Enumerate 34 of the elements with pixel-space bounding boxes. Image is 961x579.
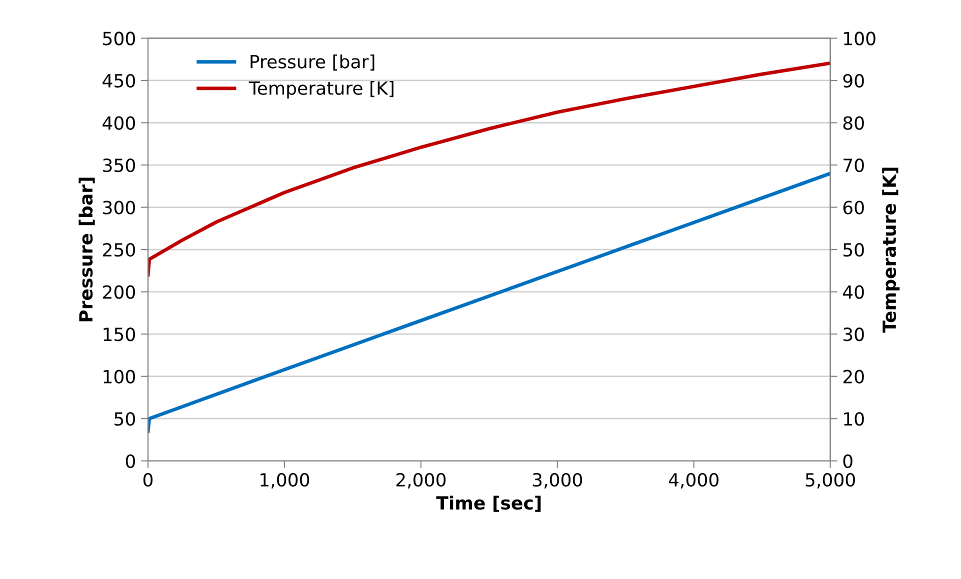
y-tick-label: 0 xyxy=(126,454,135,468)
y-tick-label: 300 xyxy=(103,200,135,214)
y2-tick-label: 80 xyxy=(843,116,864,130)
x-tick-label: 5,000 xyxy=(806,473,855,489)
y2-tick-label: 70 xyxy=(844,158,864,172)
y-axis-title: Pressure [bar] xyxy=(78,178,95,322)
x-tick-label: 0 xyxy=(143,473,153,487)
y-tick-label: 200 xyxy=(103,285,135,299)
x-axis-title: Time [sec] xyxy=(436,496,541,512)
y-tick-label: 350 xyxy=(103,158,135,172)
x-tick-label: 3,000 xyxy=(532,473,582,489)
y-tick-label: 250 xyxy=(103,243,135,257)
y2-tick-label: 30 xyxy=(843,328,864,342)
y2-tick-label: 60 xyxy=(843,200,864,214)
y2-tick-label: 100 xyxy=(844,32,876,46)
y2-tick-label: 40 xyxy=(842,285,864,299)
y2-tick-label: 90 xyxy=(843,74,864,88)
legend-label: Temperature [K] xyxy=(248,80,394,98)
y-tick-label: 450 xyxy=(102,74,135,88)
line-series xyxy=(148,172,830,434)
y-tick-label: 400 xyxy=(102,116,135,130)
y2-tick-label: 50 xyxy=(844,243,864,257)
x-tick-label: 1,000 xyxy=(260,473,310,489)
y-tick-label: 100 xyxy=(104,370,135,384)
y-tick-label: 500 xyxy=(103,32,135,46)
y2-tick-label: 10 xyxy=(844,412,864,426)
legend-label: Pressure [bar] xyxy=(250,54,374,71)
y2-tick-label: 20 xyxy=(843,370,864,384)
y2-tick-label: 0 xyxy=(843,454,852,468)
x-tick-label: 4,000 xyxy=(668,473,718,489)
y2-axis-title: Temperature [K] xyxy=(882,168,900,333)
y-tick-label: 150 xyxy=(104,328,135,342)
x-tick-label: 2,000 xyxy=(396,473,446,489)
y-tick-label: 50 xyxy=(114,412,135,426)
